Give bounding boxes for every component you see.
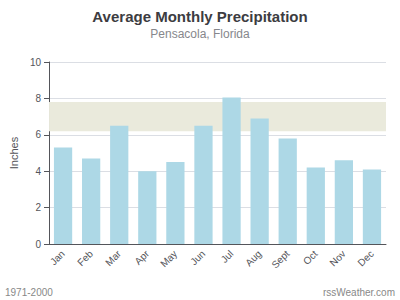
svg-text:Oct: Oct xyxy=(301,248,320,267)
svg-text:Average Monthly Precipitation: Average Monthly Precipitation xyxy=(92,8,307,25)
svg-text:Nov: Nov xyxy=(327,248,347,268)
svg-text:Inches: Inches xyxy=(8,136,20,169)
svg-text:Apr: Apr xyxy=(132,248,151,267)
svg-text:2: 2 xyxy=(35,202,41,213)
svg-text:1971-2000: 1971-2000 xyxy=(5,287,53,298)
svg-text:Feb: Feb xyxy=(75,248,95,268)
svg-text:Mar: Mar xyxy=(103,248,123,268)
svg-text:8: 8 xyxy=(35,93,41,104)
svg-text:May: May xyxy=(158,248,179,269)
svg-text:Sept: Sept xyxy=(269,248,291,270)
svg-text:Jun: Jun xyxy=(188,248,207,267)
svg-text:0: 0 xyxy=(35,239,41,250)
svg-text:Aug: Aug xyxy=(243,248,263,268)
svg-text:4: 4 xyxy=(35,166,41,177)
svg-text:Pensacola, Florida: Pensacola, Florida xyxy=(150,27,250,41)
svg-text:Dec: Dec xyxy=(356,248,376,268)
svg-text:Jan: Jan xyxy=(48,248,67,267)
svg-text:rssWeather.com: rssWeather.com xyxy=(323,287,395,298)
svg-text:Jul: Jul xyxy=(219,248,236,265)
svg-text:10: 10 xyxy=(30,57,42,68)
svg-text:6: 6 xyxy=(35,129,41,140)
